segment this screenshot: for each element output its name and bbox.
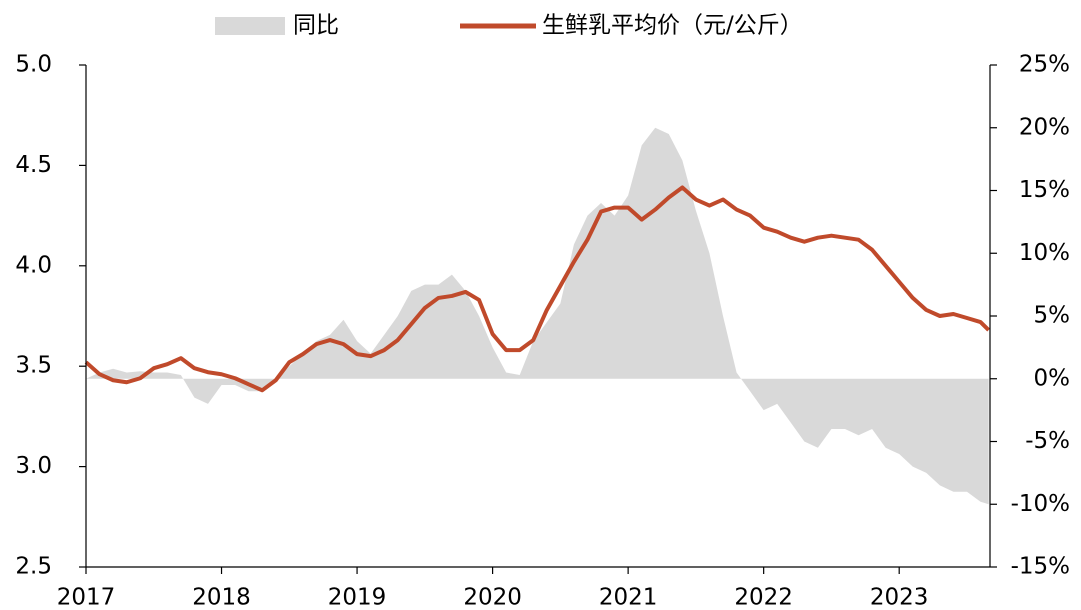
y2-tick-label: 25% xyxy=(1019,52,1070,78)
legend-label: 同比 xyxy=(293,13,339,39)
x-tick-label: 2021 xyxy=(599,585,658,610)
x-tick-label: 2020 xyxy=(463,585,522,610)
price-line xyxy=(84,185,991,393)
y-tick-label: 2.5 xyxy=(15,554,52,580)
legend-swatch xyxy=(215,17,285,35)
legend-label: 生鲜乳平均价（元/公斤） xyxy=(542,13,803,39)
y2-tick-label: -5% xyxy=(1025,428,1070,454)
yoy-area xyxy=(86,127,989,505)
x-tick-label: 2023 xyxy=(870,585,929,610)
y2-tick-label: -15% xyxy=(1011,554,1070,580)
y-tick-label: 5.0 xyxy=(15,52,52,78)
y-tick-label: 3.0 xyxy=(15,453,52,479)
y2-tick-label: 15% xyxy=(1019,177,1070,203)
x-tick-label: 2022 xyxy=(734,585,793,610)
y-tick-label: 3.5 xyxy=(15,353,52,379)
x-tick-label: 2018 xyxy=(192,585,251,610)
y2-tick-label: 20% xyxy=(1019,114,1070,140)
y2-tick-label: -10% xyxy=(1011,491,1070,517)
y-tick-label: 4.5 xyxy=(15,152,52,178)
y-tick-label: 4.0 xyxy=(15,252,52,278)
y2-tick-label: 5% xyxy=(1034,303,1071,329)
y2-tick-label: 10% xyxy=(1019,240,1070,266)
y2-tick-label: 0% xyxy=(1034,365,1071,391)
x-tick-label: 2017 xyxy=(57,585,116,610)
x-tick-label: 2019 xyxy=(328,585,387,610)
